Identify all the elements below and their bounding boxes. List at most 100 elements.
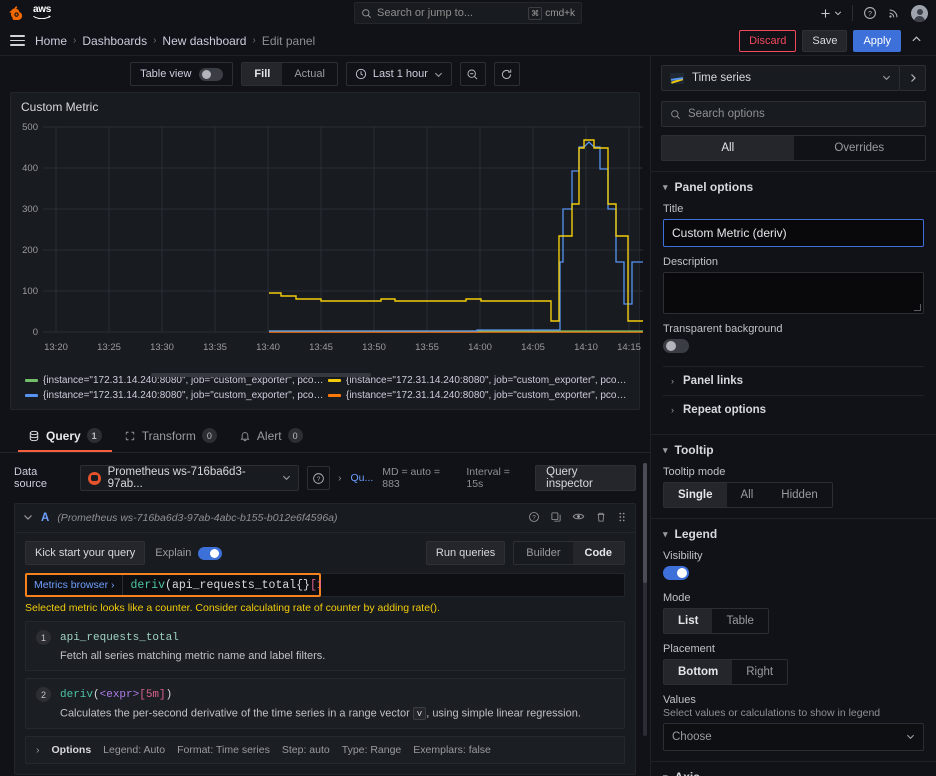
tab-query-label: Query	[46, 428, 81, 443]
tab-all[interactable]: All	[662, 136, 794, 160]
search-options-placeholder: Search options	[688, 108, 765, 120]
datasource-select[interactable]: Prometheus ws-716ba6d3-97ab...	[79, 465, 299, 491]
actual-option[interactable]: Actual	[294, 68, 325, 80]
search-options-input[interactable]: Search options	[661, 101, 926, 127]
builder-option[interactable]: Builder	[526, 547, 561, 559]
option-type: Type: Range	[341, 744, 402, 756]
query-scrollbar-thumb[interactable]	[643, 463, 647, 583]
tooltip-mode-group[interactable]: Single All Hidden	[663, 482, 833, 508]
time-range-label: Last 1 hour	[372, 68, 428, 80]
panel-title-input[interactable]: Custom Metric (deriv)	[663, 219, 924, 247]
tab-query[interactable]: Query 1	[18, 422, 112, 452]
breadcrumb-item-new-dashboard[interactable]: New dashboard	[162, 33, 247, 48]
legend-placement-group[interactable]: Bottom Right	[663, 659, 789, 685]
drag-handle-icon[interactable]	[617, 511, 627, 526]
panel-description-textarea[interactable]	[663, 272, 924, 314]
visualization-current[interactable]: Time series	[661, 65, 900, 91]
breadcrumb-item-edit-panel: Edit panel	[261, 33, 316, 48]
graph-horizontal-scrollbar[interactable]	[151, 373, 371, 377]
legend-mode-list[interactable]: List	[664, 609, 713, 633]
datasource-help-button[interactable]: ?	[306, 466, 331, 490]
breadcrumb-item-home[interactable]: Home	[35, 33, 68, 48]
query-options-row[interactable]: › Options Legend: Auto Format: Time seri…	[25, 736, 625, 764]
legend-item[interactable]: {instance="172.31.14.240:8080", job="cus…	[328, 373, 631, 388]
legend-item[interactable]: {instance="172.31.14.240:8080", job="cus…	[25, 373, 328, 388]
query-ref-id[interactable]: A	[41, 512, 50, 524]
help-circle-icon[interactable]: ?	[863, 6, 877, 20]
legend-mode-table[interactable]: Table	[726, 615, 754, 627]
legend-mode-group[interactable]: List Table	[663, 608, 769, 634]
tooltip-mode-hidden[interactable]: Hidden	[781, 489, 818, 501]
breadcrumb-item-dashboards[interactable]: Dashboards	[82, 33, 148, 48]
tooltip-mode-single[interactable]: Single	[664, 483, 727, 507]
tab-overrides[interactable]: Overrides	[834, 142, 885, 154]
legend-placement-bottom[interactable]: Bottom	[664, 660, 733, 684]
explain-switch[interactable]	[198, 546, 223, 560]
zoom-out-button[interactable]	[459, 62, 486, 86]
refresh-button[interactable]	[493, 62, 520, 86]
legend-placement-right[interactable]: Right	[746, 666, 774, 678]
breadcrumb-separator: ›	[153, 35, 157, 46]
new-menu-button[interactable]	[819, 7, 842, 20]
rss-news-icon[interactable]	[887, 6, 901, 20]
collapse-query-icon[interactable]	[23, 511, 33, 525]
svg-text:13:30: 13:30	[150, 342, 174, 353]
legend-item[interactable]: {instance="172.31.14.240:8080", job="cus…	[25, 388, 328, 403]
explain-toggle[interactable]: Explain	[155, 546, 223, 560]
query-options-summary[interactable]: › Qu... MD = auto = 883 Interval = 15s	[338, 466, 527, 490]
fill-option[interactable]: Fill	[242, 63, 283, 85]
tab-transform[interactable]: Transform 0	[114, 422, 227, 452]
run-queries-button[interactable]: Run queries	[425, 541, 506, 565]
section-axis-header[interactable]: ▾ Axis	[663, 770, 924, 776]
visualization-picker[interactable]: Time series	[661, 65, 926, 91]
transparent-bg-switch[interactable]	[663, 339, 689, 353]
legend-swatch-pcode-4	[328, 379, 341, 382]
all-overrides-tabs[interactable]: All Overrides	[661, 135, 926, 161]
chart-grid	[43, 126, 643, 333]
global-search-box[interactable]: Search or jump to... ⌘ cmd+k	[354, 2, 582, 24]
metrics-browser-link[interactable]: Metrics browser ›	[27, 575, 123, 595]
help-circle-icon[interactable]: ?	[528, 511, 540, 526]
legend-values-select[interactable]: Choose	[663, 723, 924, 751]
search-shortcut-hint: ⌘ cmd+k	[528, 6, 575, 20]
time-range-picker[interactable]: Last 1 hour	[345, 62, 452, 86]
legend-visibility-switch[interactable]	[663, 566, 689, 580]
graph-canvas[interactable]: 0 100 200 300 400 500 13:20 13:25 13:30	[11, 114, 643, 377]
grafana-logo-icon[interactable]	[8, 5, 25, 22]
trash-icon[interactable]	[595, 511, 607, 526]
promql-expression-field[interactable]: Metrics browser › deriv(api_requests_tot…	[25, 573, 351, 597]
tab-alert[interactable]: Alert 0	[229, 422, 313, 452]
open-viz-list-button[interactable]	[900, 65, 926, 91]
save-button[interactable]: Save	[802, 29, 848, 52]
chevron-up-icon[interactable]	[907, 34, 926, 48]
menu-toggle-icon[interactable]	[10, 35, 25, 46]
discard-button[interactable]: Discard	[739, 29, 797, 52]
query-scrollbar-track[interactable]	[643, 463, 647, 736]
table-view-toggle[interactable]: Table view	[130, 62, 234, 86]
brand-area[interactable]: aws	[8, 5, 51, 22]
kick-start-query-button[interactable]: Kick start your query	[25, 541, 146, 565]
tooltip-mode-all[interactable]: All	[740, 489, 754, 501]
svg-text:13:45: 13:45	[309, 342, 333, 353]
apply-button[interactable]: Apply	[853, 29, 901, 52]
svg-text:13:35: 13:35	[203, 342, 227, 353]
section-panel-options-header[interactable]: ▾ Panel options	[663, 180, 924, 194]
builder-code-group[interactable]: Builder Code	[513, 541, 625, 565]
query-inspector-button[interactable]: Query inspector	[535, 465, 636, 491]
repeat-options-section[interactable]: › Repeat options	[663, 395, 924, 424]
section-legend-header[interactable]: ▾ Legend	[663, 527, 924, 541]
legend-item[interactable]: {instance="172.31.14.240:8080", job="cus…	[328, 388, 631, 403]
panel-links-section[interactable]: › Panel links	[663, 366, 924, 395]
copy-icon[interactable]	[550, 511, 562, 526]
chevron-right-icon: ›	[36, 744, 40, 756]
avatar[interactable]	[911, 4, 928, 22]
eye-icon[interactable]	[572, 510, 585, 526]
promql-expression-remainder[interactable]	[321, 573, 625, 597]
section-tooltip-header[interactable]: ▾ Tooltip	[663, 443, 924, 457]
fill-actual-group[interactable]: Fill Actual	[241, 62, 338, 86]
table-view-switch[interactable]	[199, 67, 224, 81]
time-series-chart[interactable]: 0 100 200 300 400 500 13:20 13:25 13:30	[11, 114, 651, 369]
breadcrumb: Home › Dashboards › New dashboard › Edit…	[35, 34, 315, 48]
code-option[interactable]: Code	[572, 542, 624, 564]
